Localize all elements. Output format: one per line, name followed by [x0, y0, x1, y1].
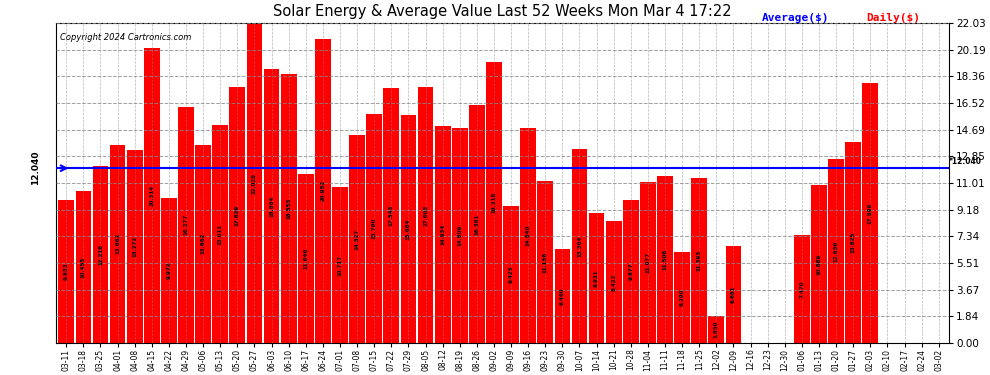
Bar: [845, 142, 861, 343]
Text: 17.899: 17.899: [868, 202, 873, 224]
Text: 13.272: 13.272: [133, 236, 138, 257]
Text: 10.717: 10.717: [338, 255, 343, 276]
Text: 6.290: 6.290: [680, 289, 685, 306]
Bar: [606, 221, 622, 343]
Text: 11.646: 11.646: [303, 248, 308, 269]
Bar: [110, 145, 126, 343]
Text: 17.629: 17.629: [235, 204, 240, 226]
Bar: [93, 166, 108, 343]
Bar: [366, 114, 382, 343]
Text: 15.684: 15.684: [406, 219, 411, 240]
Bar: [691, 178, 707, 343]
Bar: [641, 182, 655, 343]
Text: 9.423: 9.423: [509, 266, 514, 284]
Bar: [332, 188, 347, 343]
Text: 6.681: 6.681: [731, 286, 736, 303]
Bar: [486, 63, 502, 343]
Text: 9.972: 9.972: [166, 262, 171, 279]
Text: 13.662: 13.662: [115, 233, 120, 255]
Text: 7.470: 7.470: [799, 280, 805, 297]
Text: 16.277: 16.277: [183, 214, 188, 236]
Bar: [469, 105, 485, 343]
Bar: [862, 83, 878, 343]
Text: 11.077: 11.077: [645, 252, 650, 273]
Text: 14.840: 14.840: [526, 225, 531, 246]
Bar: [315, 39, 331, 343]
Text: Daily($): Daily($): [866, 13, 921, 23]
Text: 22.028: 22.028: [251, 172, 257, 194]
Title: Solar Energy & Average Value Last 52 Weeks Mon Mar 4 17:22: Solar Energy & Average Value Last 52 Wee…: [273, 4, 732, 19]
Bar: [298, 174, 314, 343]
Text: 9.877: 9.877: [629, 262, 634, 280]
Bar: [589, 213, 605, 343]
Text: 17.543: 17.543: [389, 205, 394, 226]
Text: 8.422: 8.422: [611, 273, 616, 291]
Bar: [401, 115, 416, 343]
Text: 14.327: 14.327: [354, 228, 359, 250]
Text: 18.884: 18.884: [269, 195, 274, 217]
Bar: [709, 316, 725, 343]
Bar: [811, 185, 827, 343]
Bar: [829, 159, 843, 343]
Bar: [418, 87, 434, 343]
Text: 6.460: 6.460: [560, 287, 565, 305]
Text: 1.850: 1.850: [714, 321, 719, 338]
Text: Average($): Average($): [762, 13, 830, 23]
Text: 12.216: 12.216: [98, 244, 103, 265]
Text: 14.809: 14.809: [457, 225, 462, 246]
Text: 13.662: 13.662: [201, 233, 206, 255]
Bar: [281, 74, 297, 343]
Bar: [349, 135, 365, 343]
Bar: [263, 69, 279, 343]
Text: 12.040: 12.040: [31, 151, 40, 185]
Bar: [657, 176, 673, 343]
Text: 10.455: 10.455: [81, 256, 86, 278]
Bar: [521, 128, 536, 343]
Bar: [674, 252, 690, 343]
Bar: [538, 181, 553, 343]
Text: 20.952: 20.952: [321, 180, 326, 201]
Bar: [451, 128, 467, 343]
Bar: [127, 150, 143, 343]
Bar: [623, 200, 639, 343]
Text: Copyright 2024 Cartronics.com: Copyright 2024 Cartronics.com: [60, 33, 192, 42]
Text: 13.364: 13.364: [577, 235, 582, 256]
Text: 20.314: 20.314: [149, 185, 154, 206]
Text: 10.889: 10.889: [817, 254, 822, 274]
Text: 9.853: 9.853: [63, 262, 68, 280]
Bar: [144, 48, 159, 343]
Text: 13.825: 13.825: [850, 232, 855, 253]
Text: 18.553: 18.553: [286, 198, 291, 219]
Text: 8.931: 8.931: [594, 269, 599, 287]
Bar: [230, 87, 246, 343]
Bar: [161, 198, 177, 343]
Bar: [58, 200, 74, 343]
Bar: [195, 145, 211, 343]
Bar: [435, 126, 450, 343]
Text: 15.011: 15.011: [218, 224, 223, 245]
Bar: [571, 149, 587, 343]
Bar: [247, 23, 262, 343]
Text: 11.506: 11.506: [662, 249, 667, 270]
Bar: [213, 125, 228, 343]
Bar: [75, 191, 91, 343]
Text: *12.040: *12.040: [949, 157, 982, 166]
Bar: [554, 249, 570, 343]
Bar: [178, 106, 194, 343]
Text: 11.136: 11.136: [543, 252, 547, 273]
Bar: [383, 88, 399, 343]
Text: 15.760: 15.760: [371, 218, 377, 239]
Text: 11.393: 11.393: [697, 250, 702, 271]
Text: 12.656: 12.656: [834, 240, 839, 262]
Text: 14.934: 14.934: [441, 224, 446, 245]
Text: 19.318: 19.318: [491, 192, 496, 213]
Bar: [794, 234, 810, 343]
Text: 17.605: 17.605: [423, 205, 428, 226]
Bar: [726, 246, 742, 343]
Text: 16.381: 16.381: [474, 213, 479, 235]
Bar: [503, 206, 519, 343]
